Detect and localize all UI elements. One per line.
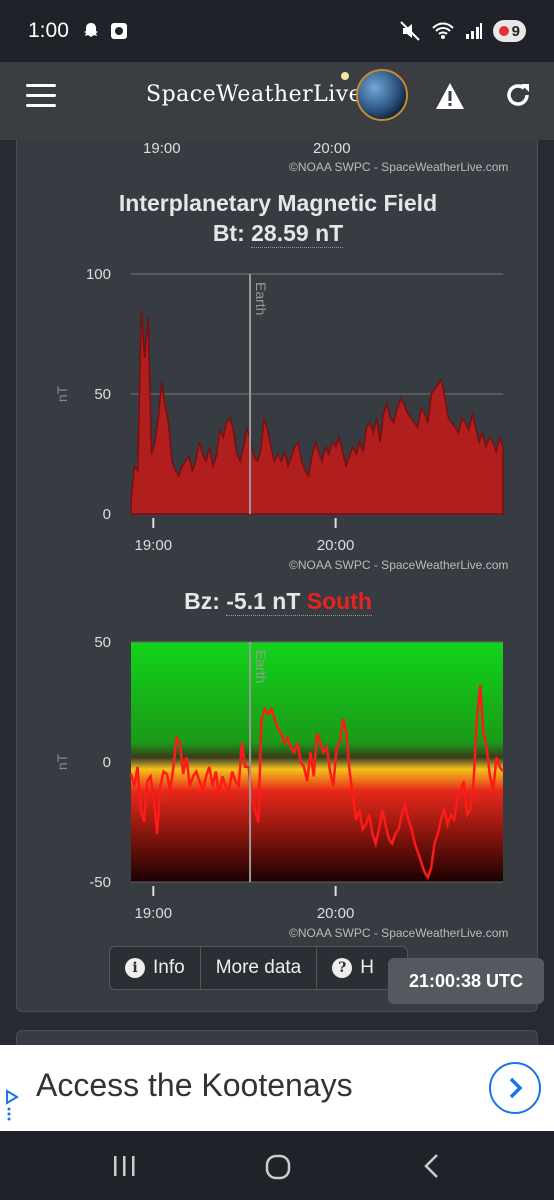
- y-tick-label: 0: [103, 506, 111, 523]
- ad-text[interactable]: Access the Kootenays: [36, 1067, 353, 1103]
- bz-direction: South: [306, 588, 372, 614]
- back-icon[interactable]: [422, 1153, 442, 1179]
- warning-icon[interactable]: [434, 81, 466, 111]
- x-tick-label: 20:00: [317, 537, 355, 554]
- wifi-icon: [431, 22, 454, 39]
- bt-label: Bt:: [212, 220, 245, 246]
- bt-area-series: [130, 309, 504, 515]
- help-button[interactable]: ? H: [317, 947, 407, 989]
- more-data-button[interactable]: More data: [201, 947, 318, 989]
- x-tick-label: 20:00: [317, 905, 355, 922]
- bz-value-group[interactable]: -5.1 nT South: [226, 588, 372, 616]
- signal-icon: [465, 23, 482, 39]
- prev-chart-credit: ©NOAA SWPC - SpaceWeatherLive.com: [289, 160, 509, 174]
- chart-action-buttons: i Info More data ? H: [109, 946, 409, 990]
- snapchat-icon: [83, 23, 98, 37]
- battery-indicator: 9: [492, 20, 526, 42]
- bz-label: Bz:: [184, 588, 220, 614]
- app-notification-icon: [110, 23, 127, 39]
- help-icon: ?: [332, 958, 353, 978]
- bz-readout: Bz: -5.1 nT South: [17, 588, 539, 616]
- y-axis-label: nT: [54, 385, 70, 402]
- imf-title: Interplanetary Magnetic Field: [118, 190, 438, 216]
- menu-icon[interactable]: [26, 84, 56, 108]
- logo-star: [341, 72, 349, 80]
- bz-value: -5.1 nT: [226, 588, 301, 614]
- info-button[interactable]: i Info: [110, 947, 201, 989]
- recents-icon[interactable]: [112, 1155, 136, 1177]
- prev-x-tick-1900: 19:00: [143, 140, 181, 157]
- y-tick-label: 0: [103, 754, 111, 771]
- earth-marker-label: Earth: [253, 650, 269, 683]
- bz-chart[interactable]: 50 0 -50 nT Earth 19:00 20:00: [17, 628, 539, 938]
- y-tick-label: -50: [89, 874, 111, 891]
- bz-chart-credit: ©NOAA SWPC - SpaceWeatherLive.com: [289, 926, 509, 940]
- ad-go-button[interactable]: [489, 1062, 541, 1114]
- status-bar: 1:00 9: [0, 0, 554, 62]
- x-tick-label: 19:00: [135, 905, 173, 922]
- refresh-icon[interactable]: [503, 80, 533, 110]
- info-icon: i: [125, 958, 145, 978]
- home-icon[interactable]: [264, 1153, 292, 1181]
- bt-readout: Bt: 28.59 nT: [17, 220, 539, 248]
- status-time: 1:00: [28, 19, 69, 42]
- globe-logo-icon[interactable]: [356, 69, 408, 121]
- prev-x-tick-2000: 20:00: [313, 140, 351, 157]
- bt-chart[interactable]: 100 50 0 nT Earth 19:00 20:00: [17, 260, 539, 570]
- chevron-right-icon: [509, 1077, 523, 1099]
- system-nav-bar: [0, 1131, 554, 1200]
- y-tick-label: 100: [86, 266, 111, 283]
- brand-logo-text[interactable]: SpaceWeatherLive: [146, 82, 363, 107]
- y-tick-label: 50: [94, 634, 111, 651]
- ad-banner[interactable]: Access the Kootenays: [0, 1045, 554, 1131]
- bt-value[interactable]: 28.59 nT: [251, 220, 344, 248]
- earth-marker-label: Earth: [253, 282, 269, 315]
- utc-clock: 21:00:38 UTC: [388, 958, 544, 1004]
- mute-icon: [399, 21, 420, 41]
- app-bar: SpaceWeatherLive: [0, 62, 554, 140]
- y-tick-label: 50: [94, 386, 111, 403]
- adchoice-icon[interactable]: [4, 1089, 20, 1121]
- bz-line-series: [129, 685, 505, 880]
- bt-chart-credit: ©NOAA SWPC - SpaceWeatherLive.com: [289, 558, 509, 572]
- y-axis-label: nT: [54, 753, 70, 770]
- solar-wind-panel: 19:00 20:00 ©NOAA SWPC - SpaceWeatherLiv…: [16, 140, 538, 1012]
- x-tick-label: 19:00: [135, 537, 173, 554]
